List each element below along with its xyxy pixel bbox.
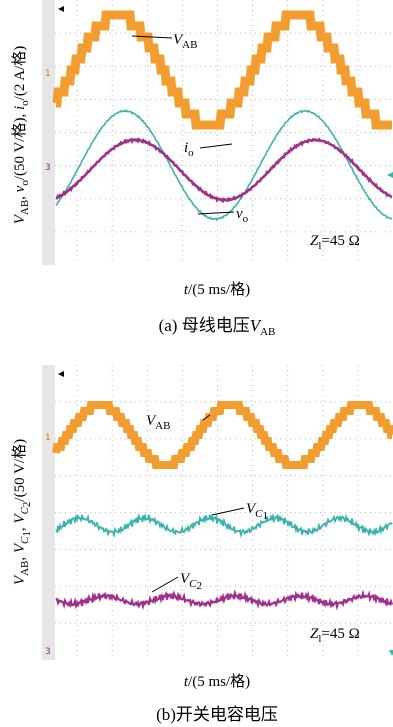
marker: 1 — [45, 69, 51, 79]
marker: 3 — [45, 647, 51, 657]
strip — [42, 365, 55, 660]
caption: (b)开关电容电压 — [156, 705, 278, 724]
marker: 1 — [45, 433, 51, 443]
strip — [42, 0, 55, 265]
x-label: t/(5 ms/格) — [184, 673, 250, 690]
y-label: VAB, VC1, VC2/(50 V/格) — [11, 439, 33, 585]
figure: VAB, vo/(50 V/格), io/(2 A/格) VAB io vo Z… — [0, 0, 393, 727]
caption: (a) 母线电压VAB — [159, 316, 276, 338]
x-label: t/(5 ms/格) — [184, 281, 250, 298]
marker: 3 — [45, 163, 51, 173]
y-label: VAB, vo/(50 V/格), io/(2 A/格) — [11, 46, 31, 225]
